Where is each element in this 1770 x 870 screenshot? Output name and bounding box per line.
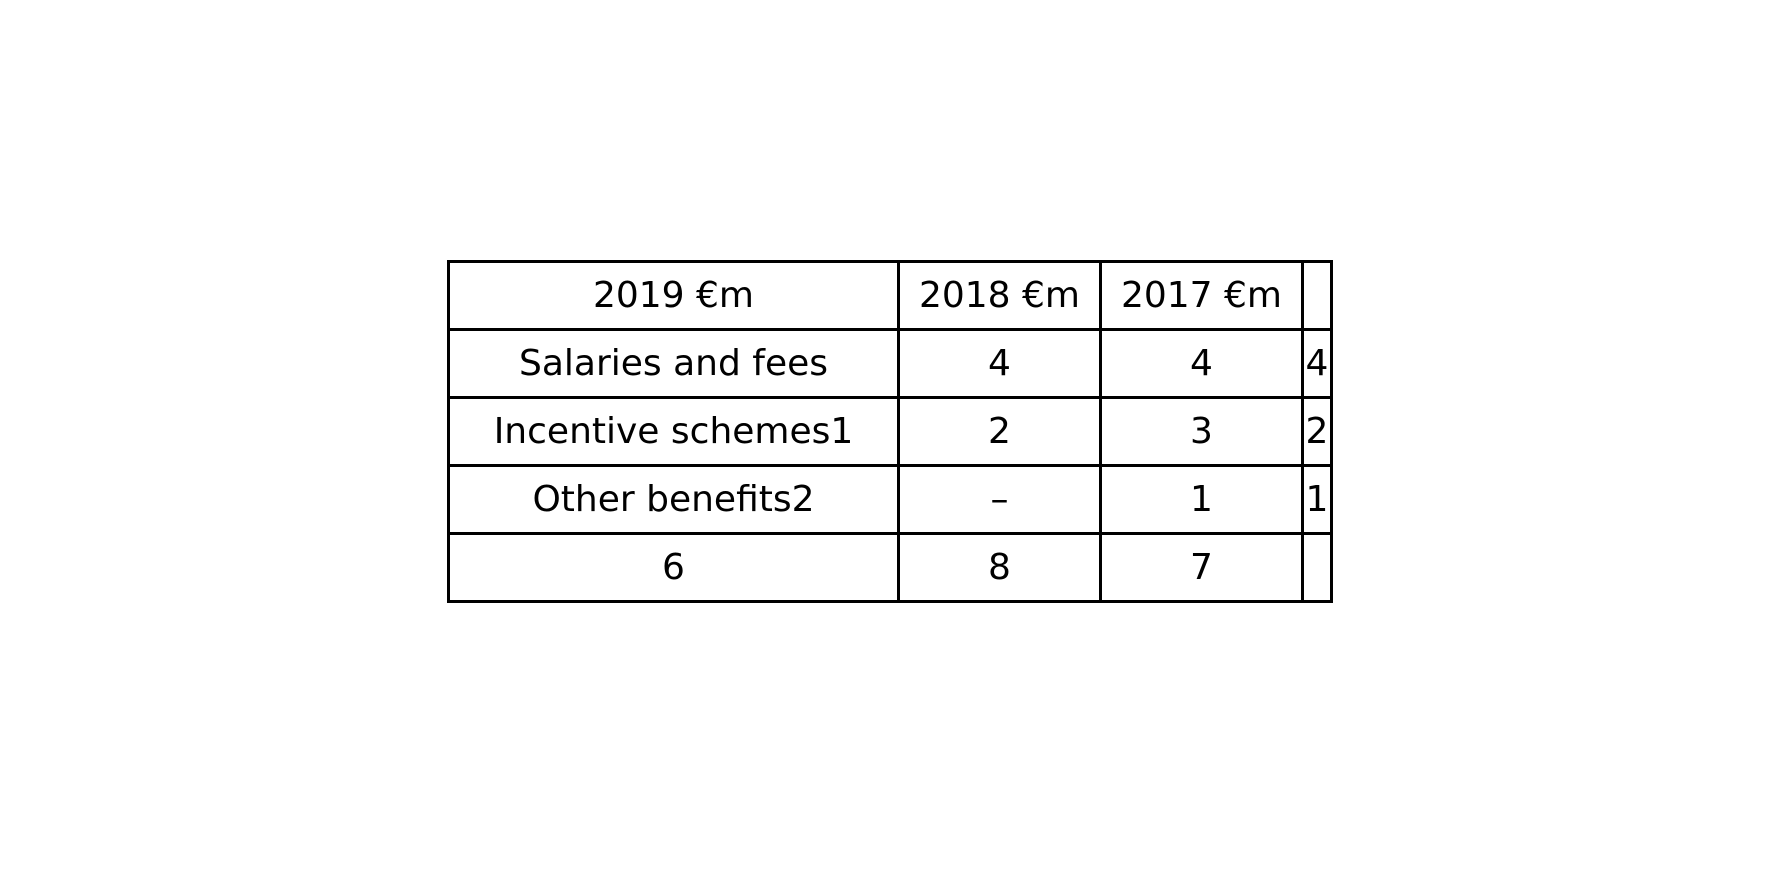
table-cell: 8	[897, 532, 1102, 603]
table-cell	[1301, 532, 1333, 603]
table-cell: 1	[1099, 464, 1304, 535]
remuneration-table: 2019 €m 2018 €m 2017 €m Salaries and fee…	[447, 260, 1333, 603]
table-cell: Incentive schemes1	[447, 396, 900, 467]
table-cell: 3	[1099, 396, 1304, 467]
table-cell: 4	[1301, 328, 1333, 399]
header-cell: 2018 €m	[897, 260, 1102, 331]
header-cell: 2017 €m	[1099, 260, 1304, 331]
header-row: 2019 €m 2018 €m 2017 €m	[447, 260, 1333, 331]
table-row: Salaries and fees 4 4 4	[447, 328, 1333, 399]
header-cell	[1301, 260, 1333, 331]
table-row: Other benefits2 – 1 1	[447, 464, 1333, 535]
table-cell: 4	[1099, 328, 1304, 399]
table-cell: 6	[447, 532, 900, 603]
table-cell: 1	[1301, 464, 1333, 535]
table-cell: Salaries and fees	[447, 328, 900, 399]
header-cell: 2019 €m	[447, 260, 900, 331]
table-cell: Other benefits2	[447, 464, 900, 535]
table-row: 6 8 7	[447, 532, 1333, 603]
table-cell: 7	[1099, 532, 1304, 603]
table-cell: –	[897, 464, 1102, 535]
table-cell: 2	[897, 396, 1102, 467]
table-cell: 2	[1301, 396, 1333, 467]
table-row: Incentive schemes1 2 3 2	[447, 396, 1333, 467]
table-cell: 4	[897, 328, 1102, 399]
